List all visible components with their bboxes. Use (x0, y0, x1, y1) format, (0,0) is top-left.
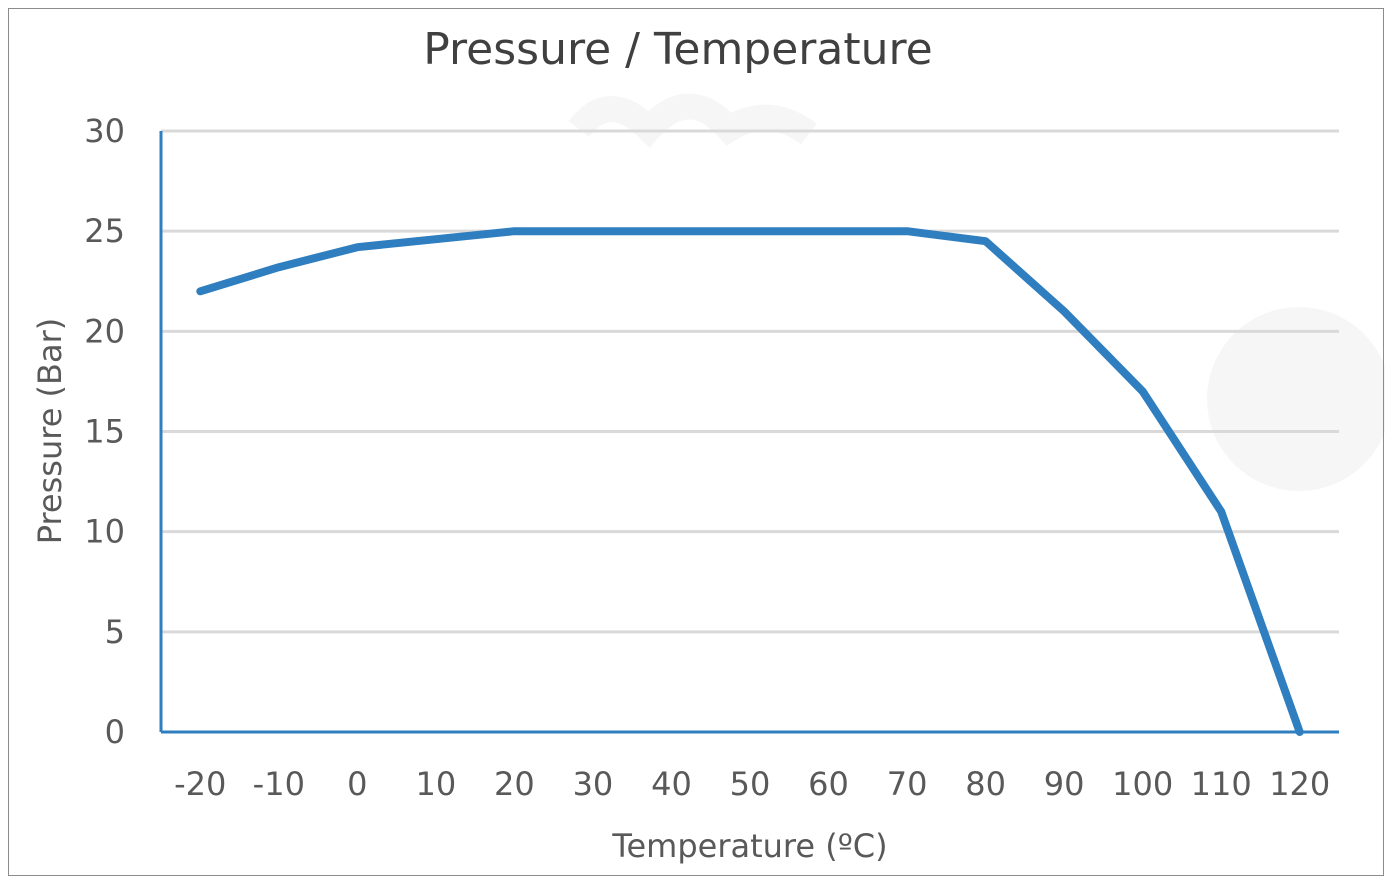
x-tick-label: 10 (416, 765, 457, 803)
y-tick-label: 15 (84, 413, 125, 451)
y-axis-title: Pressure (Bar) (31, 318, 69, 545)
y-tick-label: 25 (84, 212, 125, 250)
chart-frame: 0 5 10 15 20 25 30 -20 -10 0 10 20 30 40 50 60 70 80 90 10… (8, 8, 1386, 876)
gridlines (161, 129, 1339, 634)
chart-title: Pressure / Temperature (423, 24, 932, 75)
x-tick-label: 120 (1269, 765, 1330, 803)
y-tick-label: 5 (105, 613, 125, 651)
watermark-graphic (568, 93, 1386, 491)
x-tick-label: 60 (808, 765, 849, 803)
x-tick-label: 0 (347, 765, 367, 803)
series-line (196, 227, 1304, 736)
y-tick-label: 20 (84, 312, 125, 350)
pressure-temperature-chart: 0 5 10 15 20 25 30 -20 -10 0 10 20 30 40 50 60 70 80 90 10… (31, 24, 1386, 865)
series-layer (196, 227, 1304, 736)
y-tick-label: 0 (105, 713, 125, 751)
x-tick-label: 80 (965, 765, 1006, 803)
axes (159, 131, 1339, 734)
x-tick-label: 100 (1112, 765, 1173, 803)
y-tick-label: 30 (84, 112, 125, 150)
x-tick-label: 20 (494, 765, 535, 803)
x-tick-label: -10 (253, 765, 305, 803)
x-axis-title: Temperature (ºC) (611, 827, 887, 865)
y-tick-label: 10 (84, 513, 125, 551)
y-axis-tick-labels: 0 5 10 15 20 25 30 (84, 112, 125, 751)
x-tick-label: 50 (730, 765, 771, 803)
x-tick-label: 30 (573, 765, 614, 803)
x-tick-label: -20 (174, 765, 226, 803)
x-tick-label: 90 (1044, 765, 1085, 803)
x-tick-label: 40 (651, 765, 692, 803)
x-axis-tick-labels: -20 -10 0 10 20 30 40 50 60 70 80 90 100 110 120 (174, 765, 1330, 803)
x-tick-label: 110 (1191, 765, 1252, 803)
x-tick-label: 70 (887, 765, 928, 803)
